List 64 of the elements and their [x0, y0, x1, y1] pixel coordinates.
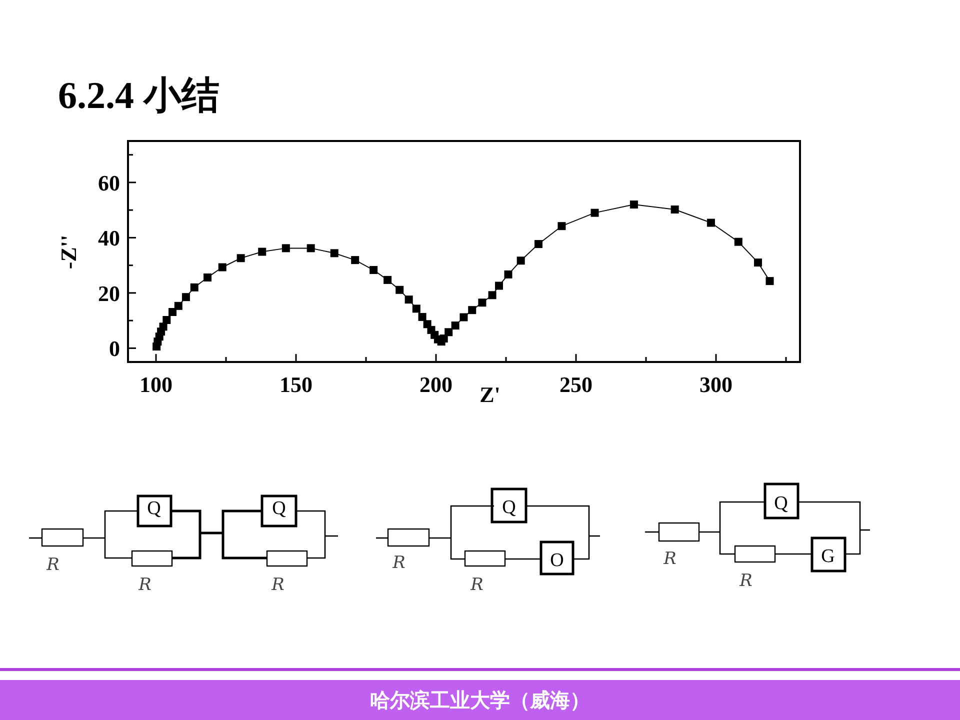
point: [282, 244, 290, 252]
text: Q: [774, 493, 788, 514]
y-tick-label: 40: [98, 226, 120, 251]
point: [495, 282, 503, 290]
point: [766, 277, 774, 286]
text: O: [550, 550, 564, 571]
x-tick-label: 100: [140, 372, 172, 397]
text: R: [738, 571, 753, 591]
point: [670, 206, 679, 214]
point: [351, 256, 360, 264]
point: [754, 258, 762, 267]
point: [204, 273, 212, 282]
point: [258, 248, 266, 256]
x-axis-title: Z': [480, 382, 500, 407]
text: Q: [502, 497, 516, 518]
y-tick-label: 20: [98, 280, 120, 306]
chart-title: 6.2.4 小结: [58, 75, 220, 117]
point: [478, 298, 486, 307]
text: R: [270, 575, 285, 595]
point: [418, 312, 426, 321]
text: R: [138, 575, 152, 595]
text: Q: [147, 498, 162, 519]
x-tick-label: 150: [280, 372, 312, 397]
point: [440, 334, 448, 343]
point: [630, 200, 638, 209]
text: Q: [272, 498, 286, 519]
point: [182, 293, 190, 302]
point: [488, 291, 496, 300]
point: [516, 256, 525, 265]
text: R: [662, 549, 677, 569]
point: [468, 306, 476, 314]
text: G: [821, 546, 836, 567]
point: [236, 254, 245, 262]
text: R: [46, 555, 60, 575]
point: [370, 266, 378, 274]
y-axis-title: -Z'': [56, 234, 81, 270]
point: [174, 302, 182, 310]
x-tick-label: 200: [420, 372, 452, 397]
point: [534, 240, 542, 248]
point: [706, 218, 715, 227]
point: [590, 208, 599, 217]
x-tick-label: 300: [700, 372, 732, 397]
point: [190, 283, 198, 292]
point: [451, 322, 460, 330]
text: R: [392, 553, 406, 573]
text: 哈尔滨工业大学（威海）: [370, 688, 590, 712]
y-tick-label: 0: [109, 336, 120, 362]
point: [306, 244, 315, 252]
point: [330, 249, 338, 258]
point: [504, 270, 512, 278]
y-tick-label: 60: [98, 170, 120, 196]
point: [734, 238, 742, 246]
point: [460, 313, 468, 322]
point: [218, 263, 226, 272]
point: [168, 308, 177, 316]
point: [384, 276, 392, 284]
point: [404, 296, 413, 304]
point: [396, 286, 404, 294]
point: [558, 222, 566, 230]
point: [444, 328, 453, 336]
x-tick-label: 250: [560, 372, 592, 397]
point: [162, 316, 171, 324]
text: R: [470, 575, 484, 595]
point: [412, 304, 420, 313]
